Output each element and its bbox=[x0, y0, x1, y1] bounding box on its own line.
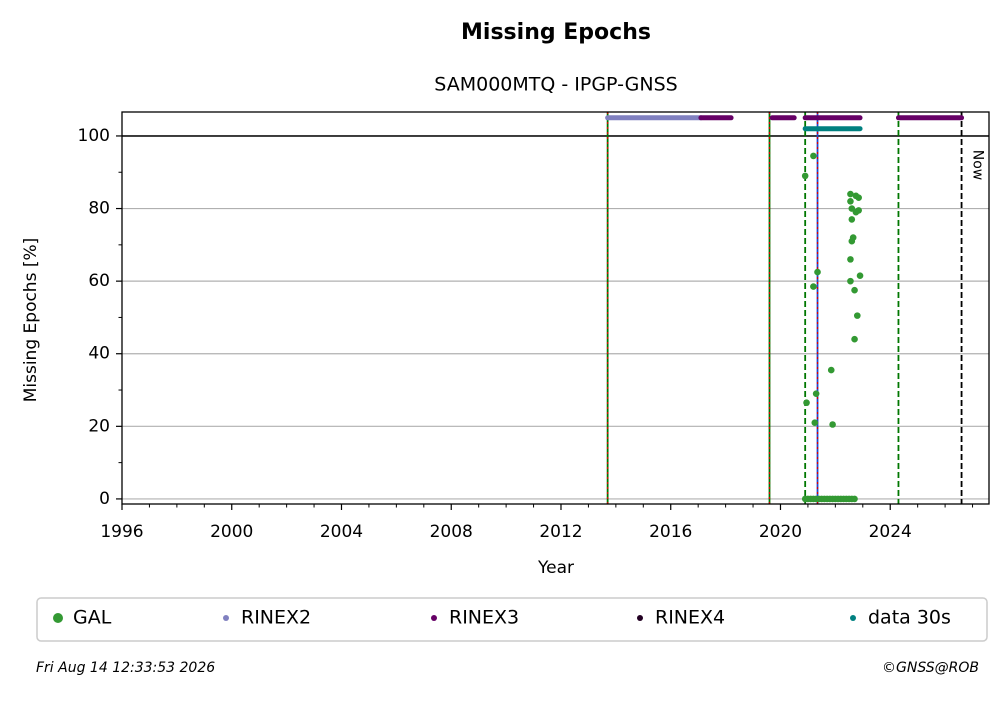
data-point bbox=[847, 256, 854, 263]
data-point bbox=[814, 268, 821, 276]
data-point bbox=[851, 495, 858, 503]
x-tick-label: 2024 bbox=[869, 522, 912, 542]
y-tick-label: 100 bbox=[78, 126, 110, 146]
legend-marker bbox=[850, 615, 856, 621]
chart-subtitle: SAM000MTQ - IPGP-GNSS bbox=[434, 74, 677, 96]
data-point bbox=[810, 283, 817, 290]
x-tick-label: 1996 bbox=[100, 522, 143, 542]
y-tick-label: 0 bbox=[99, 489, 110, 509]
data-point bbox=[812, 390, 820, 397]
legend-marker bbox=[53, 613, 63, 623]
legend-label: RINEX2 bbox=[241, 607, 311, 629]
data-point bbox=[829, 421, 836, 428]
y-tick-label: 20 bbox=[88, 416, 110, 436]
x-tick-label: 2004 bbox=[320, 522, 363, 542]
x-tick-label: 2000 bbox=[210, 522, 253, 542]
copyright: ©GNSS@ROB bbox=[882, 660, 979, 676]
x-tick-label: 2008 bbox=[430, 522, 473, 542]
x-tick-label: 2016 bbox=[649, 522, 692, 542]
plot-frame bbox=[121, 111, 990, 505]
data-point bbox=[848, 216, 856, 223]
x-tick-label: 2012 bbox=[539, 522, 582, 542]
legend-label: RINEX3 bbox=[449, 607, 519, 629]
legend-marker bbox=[223, 615, 229, 621]
data-point bbox=[847, 190, 854, 198]
x-axis-label: Year bbox=[537, 558, 574, 578]
legend-marker bbox=[637, 615, 643, 621]
legend-label: RINEX4 bbox=[655, 607, 725, 629]
y-tick-label: 80 bbox=[88, 199, 110, 219]
y-axis-label: Missing Epochs [%] bbox=[21, 238, 41, 403]
legend-label: data 30s bbox=[868, 607, 951, 629]
data-point bbox=[848, 237, 856, 245]
data-point bbox=[810, 152, 817, 160]
data-point bbox=[851, 335, 858, 343]
data-point bbox=[801, 172, 809, 180]
legend-box bbox=[36, 597, 988, 642]
data-point bbox=[851, 286, 858, 294]
chart-title: Missing Epochs bbox=[461, 20, 651, 45]
data-point bbox=[847, 277, 854, 285]
data-point bbox=[856, 272, 864, 279]
data-point bbox=[803, 399, 810, 407]
y-tick-label: 60 bbox=[88, 271, 110, 291]
y-tick-label: 40 bbox=[88, 344, 110, 364]
event-label: Now bbox=[970, 150, 986, 181]
data-point bbox=[827, 366, 835, 374]
data-point bbox=[854, 312, 861, 319]
data-point bbox=[852, 208, 860, 216]
legend-label: GAL bbox=[73, 607, 112, 629]
timestamp: Fri Aug 14 12:33:53 2026 bbox=[36, 660, 215, 676]
data-point bbox=[811, 419, 819, 426]
data-point bbox=[847, 197, 854, 205]
x-tick-label: 2020 bbox=[759, 522, 802, 542]
data-point bbox=[855, 194, 862, 201]
legend-marker bbox=[431, 615, 437, 621]
